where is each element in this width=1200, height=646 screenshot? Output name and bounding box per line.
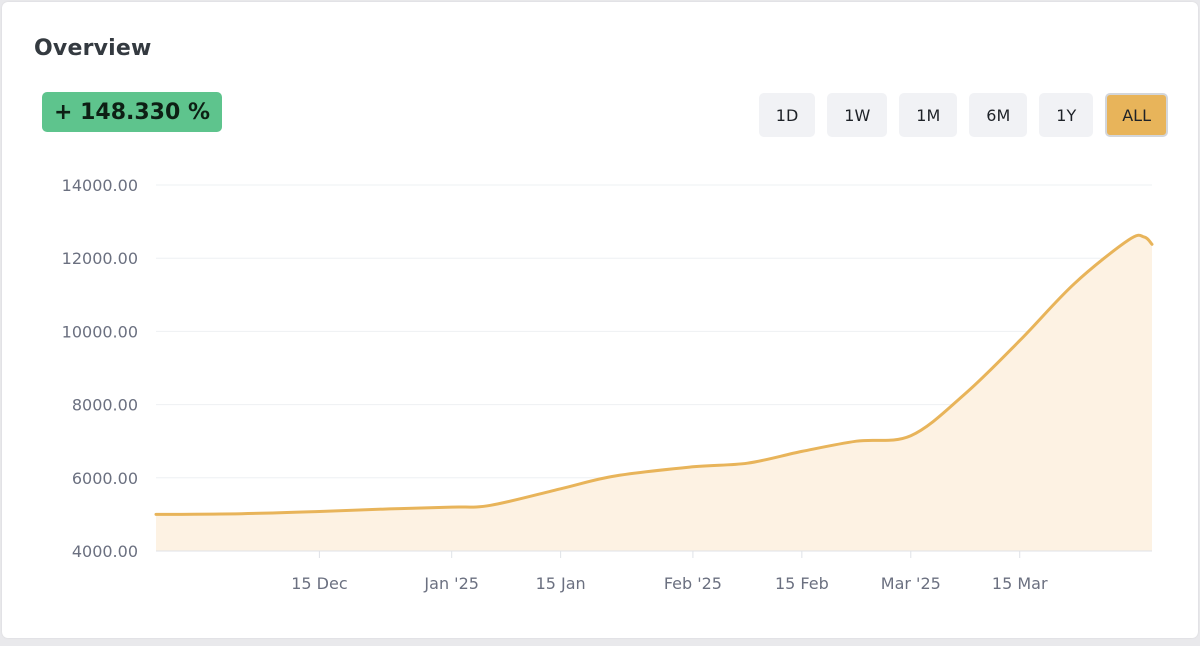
range-button-1m[interactable]: 1M [899, 93, 958, 137]
series-line [154, 233, 1154, 516]
x-tick-label: Jan '25 [423, 574, 479, 593]
range-button-1w[interactable]: 1W [827, 93, 888, 137]
x-tick-label: Feb '25 [664, 574, 722, 593]
series-area [156, 235, 1152, 551]
time-range-selector: 1D 1W 1M 6M 1Y ALL [758, 93, 1168, 137]
y-tick-label: 12000.00 [62, 249, 138, 268]
x-tick-label: 15 Jan [536, 574, 586, 593]
x-tick-label: 15 Dec [291, 574, 347, 593]
page-title: Overview [34, 36, 152, 61]
y-tick-label: 8000.00 [72, 396, 138, 415]
range-button-all[interactable]: ALL [1105, 93, 1168, 137]
range-button-1y[interactable]: 1Y [1039, 93, 1094, 137]
y-tick-label: 6000.00 [72, 469, 138, 488]
y-tick-label: 10000.00 [62, 322, 138, 341]
x-tick-label: Mar '25 [881, 574, 941, 593]
x-tick-label: 15 Feb [775, 574, 829, 593]
range-button-1d[interactable]: 1D [758, 93, 816, 137]
range-button-6m[interactable]: 6M [969, 93, 1028, 137]
x-tick-label: 15 Mar [992, 574, 1048, 593]
y-tick-label: 14000.00 [62, 176, 138, 195]
y-tick-label: 4000.00 [72, 542, 138, 561]
performance-badge: + 148.330 % [42, 92, 222, 132]
